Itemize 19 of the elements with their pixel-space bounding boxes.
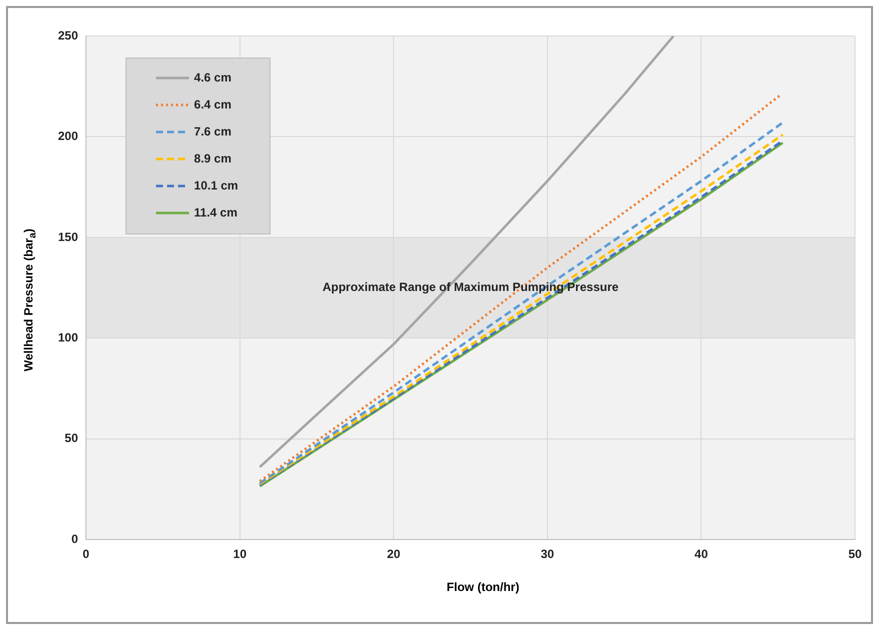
- legend-label: 6.4 cm: [194, 97, 232, 112]
- x-tick-label: 50: [848, 547, 862, 562]
- x-tick-label: 0: [82, 547, 90, 562]
- legend-label: 4.6 cm: [194, 70, 232, 84]
- x-tick-label: 20: [386, 547, 401, 562]
- legend-label: 8.9 cm: [194, 151, 232, 166]
- legend-label: 10.1 cm: [194, 178, 238, 192]
- x-tick-label: 30: [540, 547, 554, 562]
- legend-label: 7.6 cm: [194, 124, 232, 138]
- y-tick-label: 0: [71, 532, 78, 546]
- x-tick-label: 40: [694, 547, 708, 562]
- y-tick-label: 100: [58, 330, 78, 344]
- x-axis-title: Flow (ton/hr): [446, 580, 520, 594]
- y-tick-label: 200: [58, 129, 78, 144]
- x-tick-label: 10: [233, 547, 247, 562]
- y-tick-label: 150: [58, 230, 78, 244]
- legend-label: 11.4 cm: [194, 205, 238, 220]
- y-tick-label: 50: [64, 431, 78, 446]
- y-tick-label: 250: [58, 28, 78, 42]
